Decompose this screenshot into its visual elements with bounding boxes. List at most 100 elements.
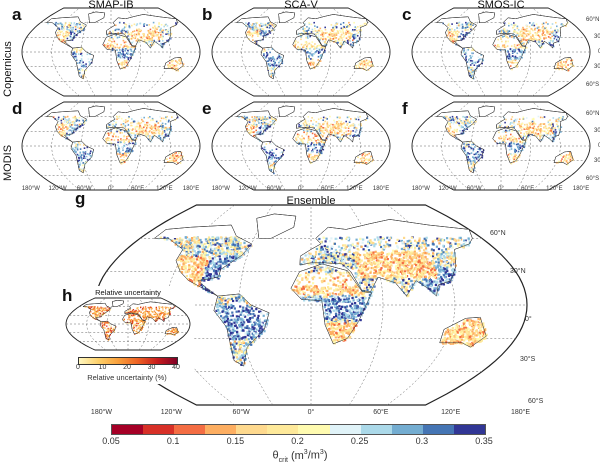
data-pixel [465,145,468,147]
data-pixel [252,28,255,31]
data-pixel [318,132,321,135]
data-pixel [266,53,269,55]
data-pixel [262,30,264,33]
data-pixel [273,172,275,175]
data-pixel [131,24,133,27]
data-pixel [510,139,513,141]
data-pixel [532,122,535,125]
data-pixel [311,130,314,132]
data-pixel [308,42,310,45]
data-pixel [279,151,282,154]
data-pixel [267,127,270,129]
data-pixel [165,116,167,118]
data-pixel [147,116,150,119]
data-pixel [316,151,318,154]
data-pixel [121,28,124,31]
data-pixel [481,156,484,159]
data-pixel [80,118,83,120]
data-pixel [268,166,270,168]
data-pixel [307,58,309,60]
data-pixel [299,137,301,140]
data-pixel [474,160,476,162]
data-pixel [143,126,145,129]
meridian-gridline [441,7,470,97]
data-pixel [346,26,348,28]
data-pixel [158,128,160,131]
data-pixel [453,34,456,37]
data-pixel [120,159,122,161]
data-pixel [338,116,340,119]
data-pixel [346,133,349,136]
data-pixel [479,58,481,61]
data-pixel [510,153,512,155]
data-pixel [77,25,79,28]
data-pixel [511,127,514,130]
data-pixel [157,36,160,39]
lat-label: 60°N [586,17,600,23]
data-pixel [117,55,120,57]
data-pixel [85,63,87,65]
data-pixel [73,36,76,38]
data-pixel [532,39,535,41]
meridian-gridline [241,101,270,191]
data-pixel [316,128,318,131]
meridian-gridline [332,7,361,97]
data-pixel [58,30,61,32]
data-pixel [182,63,185,65]
data-pixel [120,32,122,35]
data-pixel [522,144,524,147]
data-pixel [308,57,310,59]
data-pixel [136,29,138,32]
data-pixel [248,31,250,33]
data-pixel [352,130,354,132]
data-pixel [306,26,308,28]
data-pixel [272,60,275,63]
data-pixel [166,31,168,34]
data-pixel [468,143,470,146]
data-pixel [120,43,122,46]
data-pixel [122,141,125,144]
data-pixel [70,26,72,29]
lat-label: 0° [598,143,600,149]
data-pixel [78,62,81,64]
data-pixel [419,254,422,257]
data-pixel [306,30,308,33]
data-pixel [123,140,125,143]
data-pixel [180,151,183,154]
data-pixel [470,73,473,75]
data-pixel [461,130,464,132]
data-pixel [267,159,269,161]
data-pixel [358,66,360,68]
data-pixel [225,255,228,258]
data-pixel [471,60,473,62]
data-pixel [368,159,371,161]
data-pixel [122,28,125,30]
data-pixel [150,39,152,41]
data-pixel [549,130,551,132]
data-pixel [560,126,563,128]
data-pixel [360,62,362,65]
data-pixel [350,124,353,126]
data-pixel [512,24,514,26]
data-pixel [262,22,264,25]
data-pixel [112,32,114,34]
data-pixel [330,126,332,128]
coastline [553,151,574,165]
data-pixel [90,58,93,61]
data-pixel [540,47,542,49]
data-pixel [150,40,153,42]
data-pixel [565,160,568,163]
data-pixel [531,28,533,31]
data-pixel [132,54,134,56]
data-pixel [306,51,309,54]
data-pixel [238,116,240,118]
data-pixel [318,29,320,32]
data-pixel [146,35,149,38]
data-pixel [127,140,129,143]
data-pixel [541,123,543,125]
data-pixel [162,35,164,38]
data-pixel [124,130,126,133]
data-pixel [301,138,303,141]
data-pixel [141,37,144,40]
data-pixel [140,116,143,119]
